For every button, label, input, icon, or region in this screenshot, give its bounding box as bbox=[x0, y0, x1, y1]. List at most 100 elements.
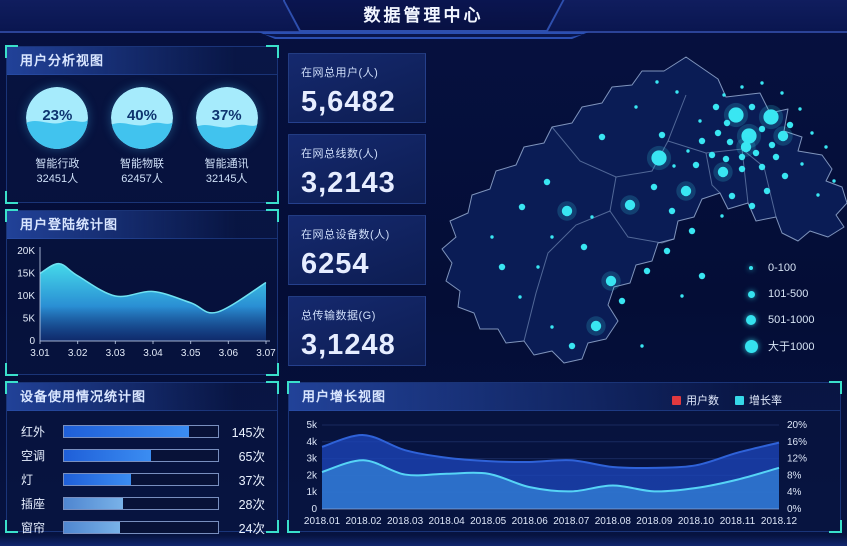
svg-text:2k: 2k bbox=[306, 470, 318, 481]
panel-title-device-usage: 设备使用情况统计图 bbox=[7, 383, 277, 411]
stat-label: 在网总线数(人) bbox=[301, 148, 379, 160]
map-legend-dot bbox=[747, 290, 755, 298]
map-legend-label: 大于1000 bbox=[768, 341, 815, 353]
stat-label: 在网总用户(人) bbox=[301, 67, 379, 79]
panel-user-analysis: 用户分析视图 23% 智能行政 32451人 40% 智能物联 62457人 37% 智能通讯… bbox=[5, 45, 279, 204]
gauge-count: 32451人 bbox=[36, 173, 79, 185]
svg-text:3.05: 3.05 bbox=[181, 348, 201, 359]
gauge-circle: 40% bbox=[110, 87, 173, 149]
svg-text:5K: 5K bbox=[23, 314, 36, 325]
device-value: 37次 bbox=[238, 473, 265, 488]
corner-bracket bbox=[266, 45, 279, 58]
map-legend-label: 0-100 bbox=[768, 262, 797, 274]
map-legend-dot bbox=[744, 339, 758, 353]
corner-bracket bbox=[829, 381, 842, 394]
growth-chart-legend: 用户数 增长率 bbox=[672, 392, 782, 408]
map-legend-dot-cell bbox=[742, 339, 760, 353]
svg-text:15K: 15K bbox=[17, 269, 35, 280]
gauge-name: 智能通讯 bbox=[204, 158, 249, 170]
map-legend-row-4: 大于1000 bbox=[742, 333, 815, 359]
device-label: 空调 bbox=[21, 448, 46, 463]
legend-item-2[interactable]: 增长率 bbox=[735, 392, 782, 408]
corner-bracket bbox=[266, 520, 279, 533]
device-bars: 红外 145次 空调 65次灯 37次 插座 28次 窗帘 24次 bbox=[7, 411, 277, 537]
svg-text:2018.06: 2018.06 bbox=[512, 516, 549, 527]
legend-label: 用户数 bbox=[686, 395, 719, 407]
login-area-chart: 0 5K 10K 15K 20K 3.01 3.02 3.03 3.04 3.05 3.06 3.07 bbox=[17, 246, 276, 359]
corner-bracket bbox=[266, 209, 279, 222]
map-legend-dot bbox=[749, 266, 753, 270]
gauge-label: 智能通讯 32145人 bbox=[188, 157, 266, 187]
device-bar-row: 空调 65次 bbox=[21, 445, 265, 465]
device-bar-row: 插座 28次 bbox=[21, 493, 265, 513]
gauge-percent: 37% bbox=[211, 107, 242, 124]
header: 数据管理中心 bbox=[0, 0, 847, 42]
legend-item-1[interactable]: 用户数 bbox=[672, 392, 719, 408]
device-bar-row: 红外 145次 bbox=[21, 421, 265, 441]
svg-text:2018.05: 2018.05 bbox=[470, 516, 507, 527]
svg-text:2018.01: 2018.01 bbox=[304, 516, 341, 527]
region-map: 0-100 101-500 501-1000 大于1000 bbox=[430, 45, 847, 375]
svg-text:4k: 4k bbox=[306, 437, 318, 448]
gauge-1: 23% 智能行政 32451人 bbox=[18, 87, 96, 187]
device-bar-fill bbox=[64, 521, 120, 533]
gauge-count: 62457人 bbox=[121, 173, 163, 185]
corner-bracket bbox=[5, 45, 18, 58]
device-bar-fill bbox=[64, 449, 151, 461]
svg-text:2018.11: 2018.11 bbox=[720, 516, 756, 527]
svg-text:0: 0 bbox=[311, 504, 317, 515]
svg-text:3.03: 3.03 bbox=[106, 348, 126, 359]
svg-text:16%: 16% bbox=[787, 437, 807, 448]
map-legend-label: 501-1000 bbox=[768, 314, 815, 326]
gauge-label: 智能物联 62457人 bbox=[103, 157, 181, 187]
stat-value: 5,6482 bbox=[301, 86, 396, 118]
device-label: 窗帘 bbox=[21, 520, 46, 535]
gauge-percent: 23% bbox=[42, 107, 73, 124]
corner-bracket bbox=[266, 191, 279, 204]
gauge-3: 37% 智能通讯 32145人 bbox=[188, 87, 266, 187]
svg-text:3.01: 3.01 bbox=[30, 348, 50, 359]
panel-device-usage: 设备使用情况统计图 红外 145次 空调 65次灯 37次 插座 28次 窗帘 24次 bbox=[5, 381, 279, 536]
map-legend-dot bbox=[746, 315, 756, 325]
device-bar-track bbox=[63, 448, 219, 462]
device-value: 145次 bbox=[231, 425, 265, 440]
map-legend-dot-cell bbox=[742, 266, 760, 270]
growth-area-chart: 0 0% 1k 4% 2k 8% 3k 12% 4k 16% 5k 20% 2018.01 2018.02… bbox=[304, 420, 807, 527]
stats-column: 在网总用户(人) 5,6482 在网总线数(人) 3,2143 在网总设备数(人) 625… bbox=[288, 53, 426, 377]
stat-value: 6254 bbox=[301, 248, 370, 280]
svg-text:3.02: 3.02 bbox=[68, 348, 88, 359]
corner-bracket bbox=[5, 381, 18, 394]
device-value: 65次 bbox=[238, 449, 265, 464]
panel-user-growth: 用户增长视图 用户数 增长率 0 0% 1k 4% 2k 8% 3k 12% 4k 16% 5k 20%… bbox=[287, 381, 842, 533]
svg-text:20%: 20% bbox=[787, 420, 807, 431]
device-value: 28次 bbox=[238, 497, 265, 512]
device-label: 红外 bbox=[21, 424, 46, 439]
device-bar-track bbox=[63, 472, 219, 486]
svg-text:2018.07: 2018.07 bbox=[553, 516, 590, 527]
map-legend-dot-cell bbox=[742, 290, 760, 298]
map-legend-label: 101-500 bbox=[768, 288, 809, 300]
footer-glow bbox=[0, 535, 847, 546]
gauge-circle: 23% bbox=[26, 87, 89, 149]
svg-text:3.06: 3.06 bbox=[219, 348, 239, 359]
svg-text:2018.03: 2018.03 bbox=[387, 516, 424, 527]
corner-bracket bbox=[829, 520, 842, 533]
corner-bracket bbox=[5, 520, 18, 533]
map-legend-dot-cell bbox=[742, 315, 760, 325]
corner-bracket bbox=[287, 520, 300, 533]
panel-title-login-stats: 用户登陆统计图 bbox=[7, 211, 277, 239]
stat-card-3: 在网总设备数(人) 6254 bbox=[288, 215, 426, 285]
svg-text:2018.12: 2018.12 bbox=[761, 516, 798, 527]
header-decor-line bbox=[258, 32, 589, 39]
svg-text:3k: 3k bbox=[306, 454, 318, 465]
stat-value: 3,1248 bbox=[301, 329, 396, 361]
stat-label: 在网总设备数(人) bbox=[301, 229, 390, 241]
corner-bracket bbox=[5, 191, 18, 204]
svg-text:1k: 1k bbox=[306, 487, 318, 498]
corner-bracket bbox=[266, 381, 279, 394]
map-bubbles bbox=[490, 80, 836, 350]
svg-text:0: 0 bbox=[29, 336, 35, 347]
svg-text:20K: 20K bbox=[17, 246, 35, 257]
stat-card-2: 在网总线数(人) 3,2143 bbox=[288, 134, 426, 204]
